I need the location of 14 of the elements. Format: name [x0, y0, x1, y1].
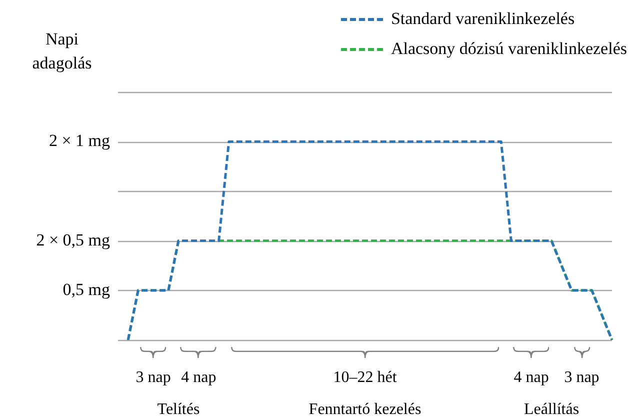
ref-line-label: 2 × 1 mg	[48, 131, 110, 150]
ref-line-label: 0,5 mg	[62, 280, 110, 299]
text: 3 nap	[564, 369, 600, 386]
text: Telítés	[157, 401, 200, 418]
text: 4 nap	[514, 369, 549, 386]
text: Fenntartó kezelés	[308, 401, 422, 418]
text: Leállítás	[524, 401, 580, 418]
legend-label: Standard vareniklinkezelés	[390, 9, 575, 29]
text: 10–22 hét	[333, 369, 398, 386]
text: 4 nap	[181, 369, 216, 386]
y-axis-title: Napi adagolás	[32, 29, 92, 72]
legend-label: Alacsony dózisú vareniklinkezelés	[390, 39, 627, 59]
ref-line-label: 2 × 0,5 mg	[36, 230, 110, 250]
text: 3 nap	[136, 369, 171, 386]
